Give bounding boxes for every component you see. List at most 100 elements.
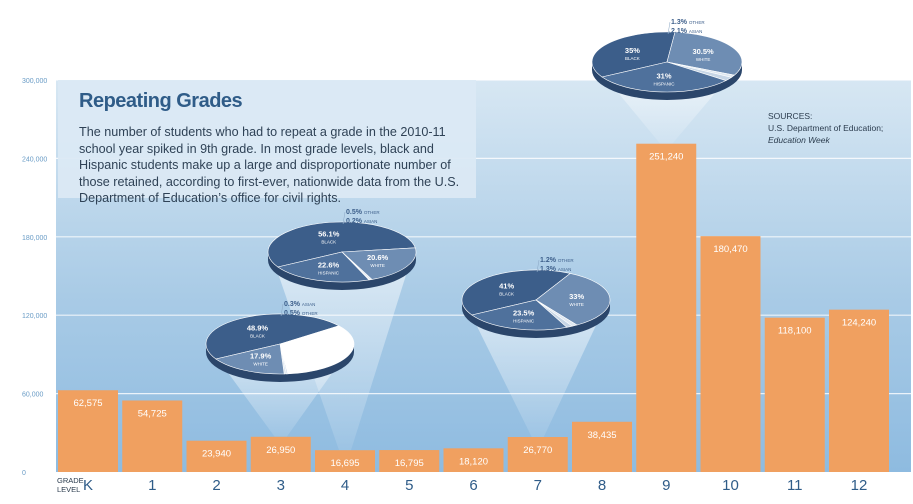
x-tick-label: 11: [787, 477, 803, 494]
pie-slice-value: 33%: [569, 292, 584, 301]
pie-cone-7: [466, 304, 606, 438]
bar-value-label: 54,725: [138, 408, 167, 419]
pie-callout-asian: 0.2% ASIAN: [346, 218, 377, 225]
pie-grade-7: 41%BLACK 33%WHITE 23.5%HISPANIC 1.2% OTHER 1…: [461, 257, 611, 338]
bar-9: [636, 143, 697, 472]
bar-value-label: 38,435: [587, 430, 616, 441]
bar-value-label: 26,950: [266, 445, 295, 456]
x-tick-label: 8: [598, 477, 606, 494]
bar-value-label: 124,240: [842, 318, 876, 329]
pie-callout-asian: 1.3% ASIAN: [540, 266, 571, 273]
bar-value-label: 23,940: [202, 449, 231, 460]
pie-callout-line: [342, 211, 346, 225]
sources-line2: Education Week: [768, 135, 830, 145]
pie-slice-black: [267, 221, 416, 268]
bar-value-label: 16,695: [330, 458, 359, 469]
pie-callout-other: 0.5% OTHER: [284, 310, 318, 317]
pie-callout-line: [536, 268, 540, 273]
sources-note: SOURCES: U.S. Department of Education; E…: [768, 110, 908, 146]
bar-5: [379, 450, 440, 472]
title-panel: [58, 80, 476, 198]
pie-callout-line: [667, 30, 671, 35]
pie-side: [206, 344, 354, 382]
pie-slice-value: 22.6%: [318, 261, 340, 270]
bar-3: [250, 436, 311, 472]
pie-grade-4: 56.1%BLACK 20.6%WHITE 22.6%HISPANIC 0.5% OT…: [267, 209, 417, 290]
pie-slice-hispanic: [601, 61, 727, 93]
pie-slice-value: 48.9%: [247, 323, 269, 332]
pie-slice-name: BLACK: [499, 292, 514, 297]
pie-callout-line: [667, 21, 671, 35]
pie-slice-black: [591, 31, 676, 78]
bar-value-label: 62,575: [73, 398, 102, 409]
pie-side: [268, 252, 416, 290]
bar-value-label: 16,795: [395, 458, 424, 469]
pie-callout-other: 0.5% OTHER: [346, 209, 380, 216]
x-axis-label-line1: GRADE: [57, 476, 84, 485]
bar-7: [507, 437, 568, 472]
pie-grade-9: 35%BLACK 30.5%WHITE 31%HISPANIC 1.3% OTHER 2…: [591, 19, 743, 100]
pie-slice-value: 17.9%: [250, 352, 272, 361]
pie-slice-black: [205, 313, 340, 360]
pie-callout-asian: 0.3% ASIAN: [284, 301, 315, 308]
x-axis-label-line2: LEVEL: [57, 485, 80, 494]
sources-line1: U.S. Department of Education;: [768, 123, 884, 133]
pie-side: [592, 62, 742, 100]
bar-4: [315, 450, 375, 472]
pie-slice-hispanic: [279, 325, 355, 375]
pie-slice-name: HISPANIC: [318, 271, 340, 276]
pie-slice-hispanic: [277, 251, 370, 283]
bar-value-label: 118,100: [778, 326, 812, 337]
pie-slice-name: WHITE: [370, 263, 385, 268]
y-tick-label: 300,000: [22, 78, 47, 85]
x-tick-label: 4: [341, 477, 349, 494]
bar-11: [764, 317, 825, 472]
x-tick-label: 10: [722, 477, 739, 494]
pie-slice-name: WHITE: [569, 302, 584, 307]
pie-slice-value: 35%: [625, 46, 640, 55]
pie-grade-3: 48.9%BLACK 17.9%WHITE 0.3% ASIAN 0.5% OTHER: [205, 301, 355, 382]
chart-title: Repeating Grades: [79, 90, 243, 112]
pie-slice-name: HISPANIC: [513, 319, 535, 324]
y-tick-label: 60,000: [22, 392, 44, 399]
bar-12: [829, 309, 889, 472]
pie-slice-black: [461, 269, 571, 316]
bar-8: [572, 421, 632, 472]
pie-slice-white: [666, 31, 743, 76]
pie-slice-value: 56.1%: [318, 229, 340, 238]
y-tick-label: 0: [22, 470, 26, 477]
x-tick-label: 7: [534, 477, 542, 494]
bar-value-label: 26,770: [523, 445, 552, 456]
x-tick-label: 9: [662, 477, 670, 494]
pie-slice-value: 23.5%: [513, 309, 535, 318]
pie-callout-line: [280, 303, 284, 317]
x-tick-label: 1: [148, 477, 156, 494]
x-tick-label: 2: [212, 477, 220, 494]
pie-slice-value: 30.5%: [692, 47, 714, 56]
x-axis-ticks: K 1 2 3 4 5 6 7 8 9 10 11 12: [83, 477, 867, 494]
pie-side: [462, 300, 610, 338]
bar-10: [700, 236, 761, 472]
pie-slice-white: [535, 273, 611, 326]
y-tick-label: 240,000: [22, 156, 47, 163]
x-tick-label: 5: [405, 477, 413, 494]
pie-callout-other: 1.2% OTHER: [540, 257, 574, 264]
x-tick-label: K: [83, 477, 93, 494]
sources-heading: SOURCES:: [768, 111, 813, 121]
pie-callout-asian: 2.1% ASIAN: [671, 28, 702, 35]
y-tick-label: 120,000: [22, 313, 47, 320]
pie-callout-line: [536, 259, 540, 273]
pie-slice-name: WHITE: [253, 362, 268, 367]
x-tick-label: 12: [851, 477, 868, 494]
bar-value-label: 180,470: [713, 244, 747, 255]
bar-2: [186, 440, 247, 472]
chart-subtitle: The number of students who had to repeat…: [79, 125, 460, 206]
pie-slice-value: 20.6%: [367, 253, 389, 262]
y-tick-label: 180,000: [22, 235, 47, 242]
bar-K: [58, 390, 118, 472]
x-tick-label: 6: [469, 477, 477, 494]
pie-slice-white: [215, 343, 285, 375]
bars: [58, 143, 889, 472]
